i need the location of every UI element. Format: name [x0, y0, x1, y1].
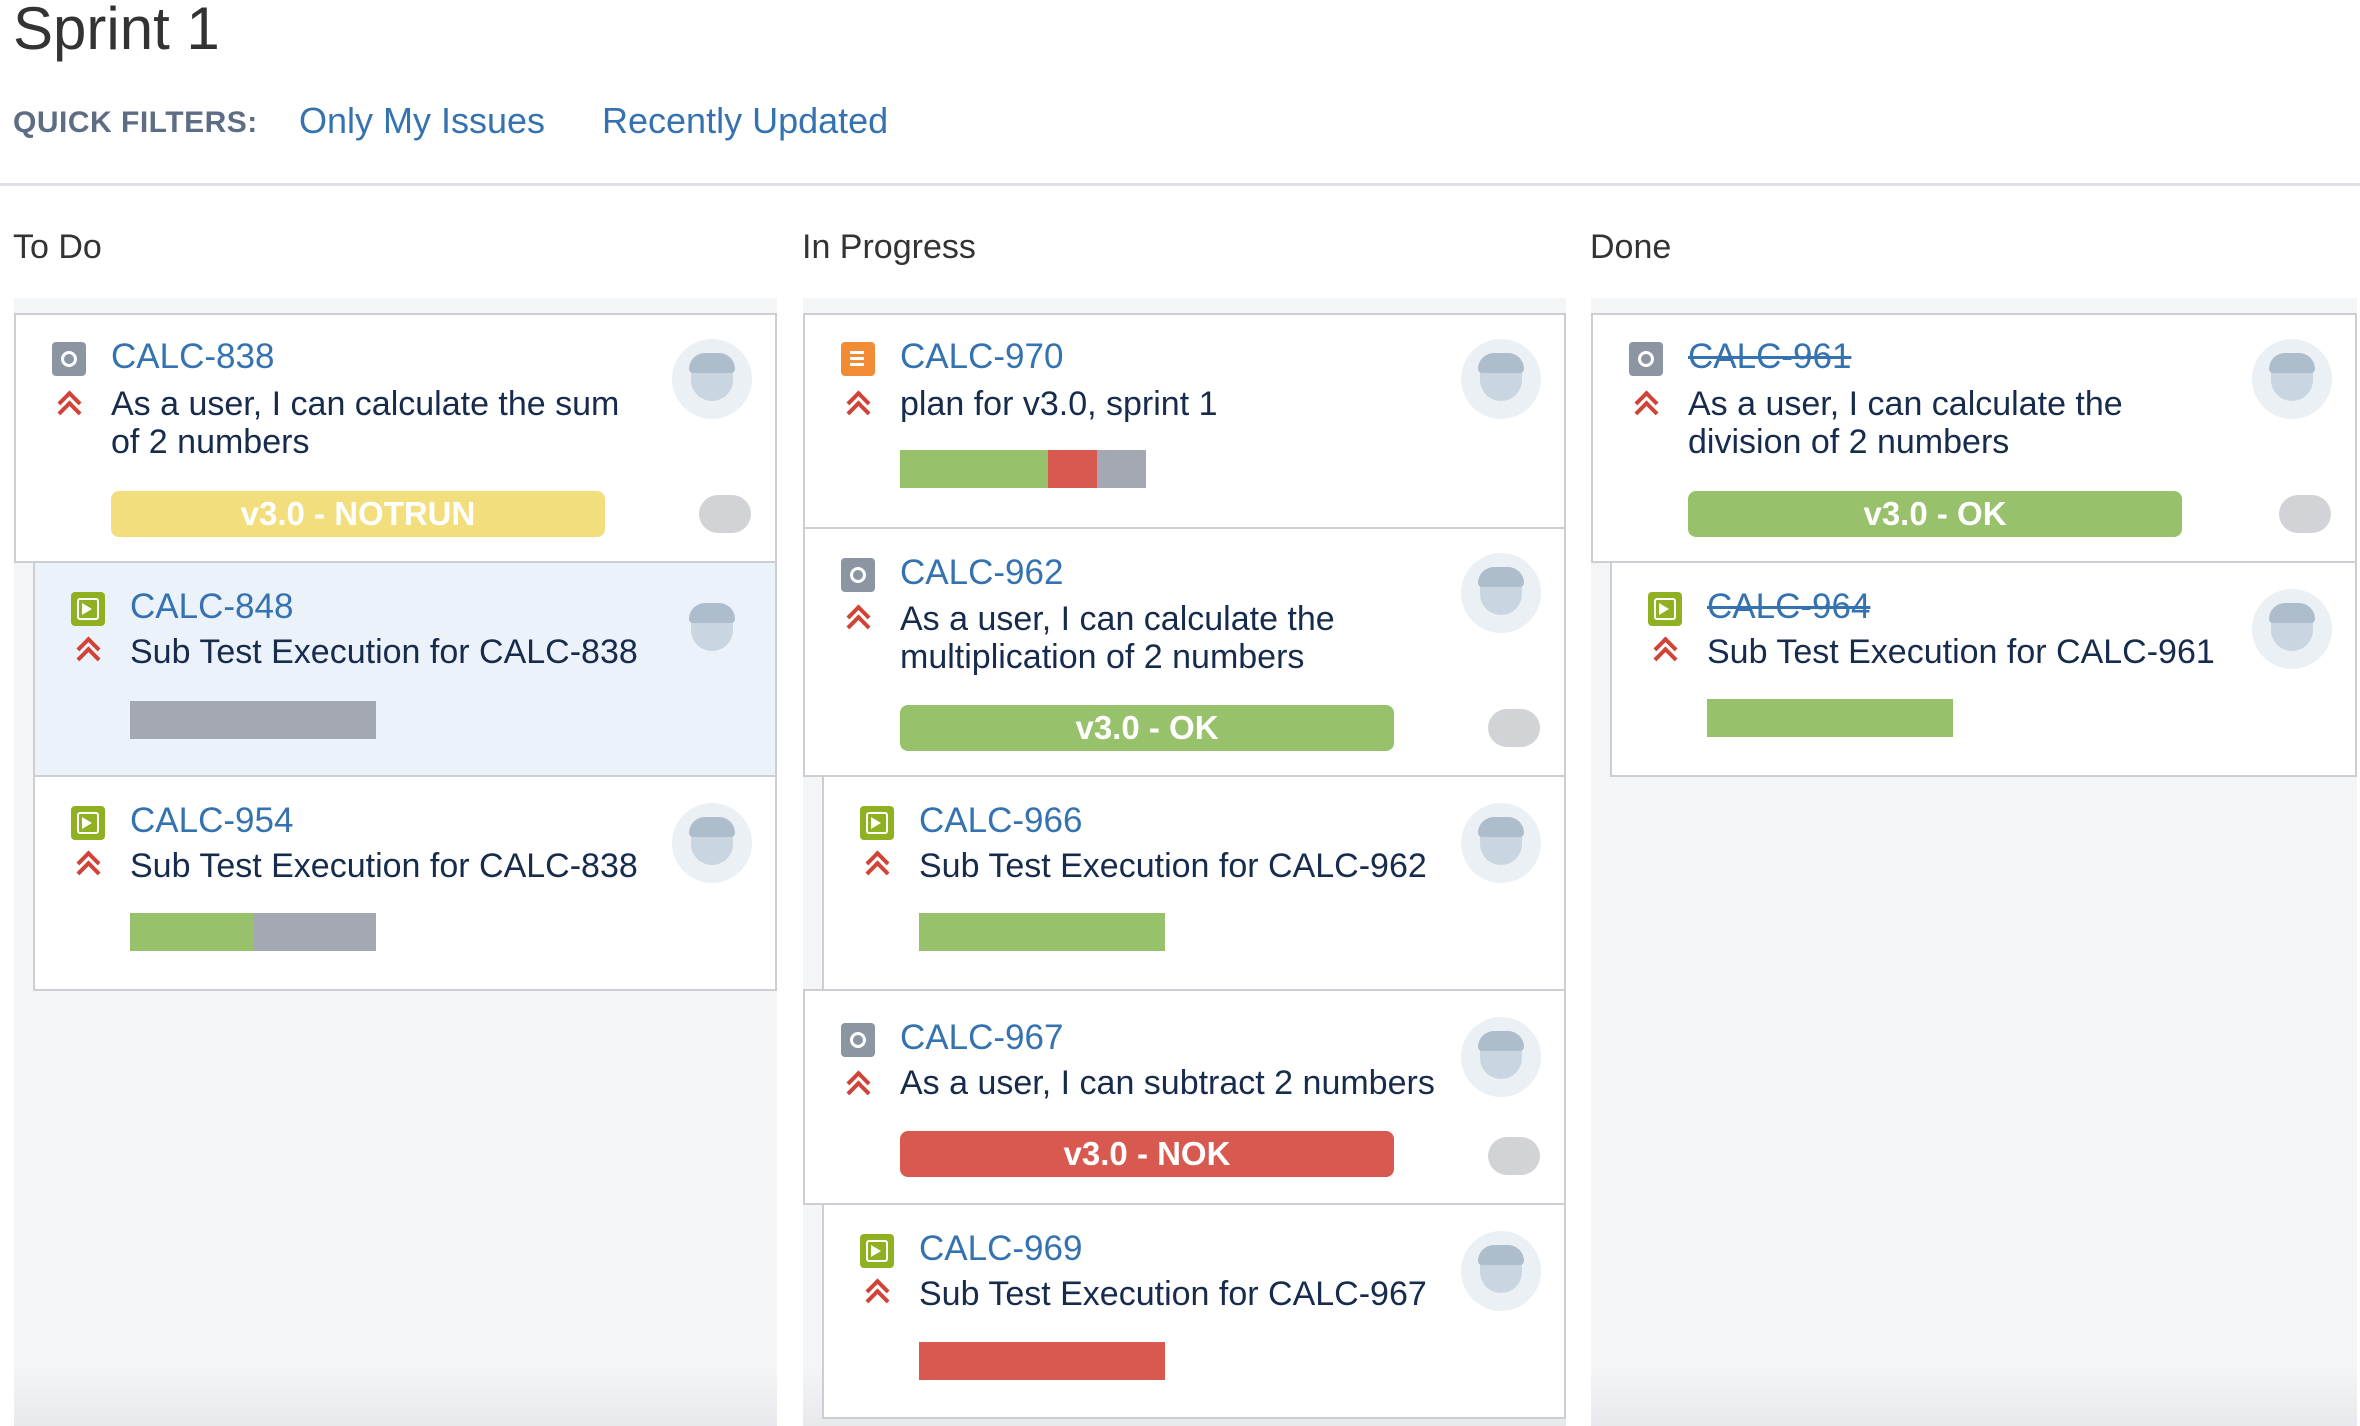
issue-card[interactable]: CALC-967 As a user, I can subtract 2 num… [803, 989, 1566, 1205]
column-title-done: Done [1590, 228, 1672, 266]
issue-summary: Sub Test Execution for CALC-838 [130, 633, 638, 671]
assignee-avatar[interactable] [1461, 553, 1541, 633]
expand-toggle[interactable] [1488, 1137, 1540, 1175]
issue-key-link[interactable]: CALC-964 [1707, 587, 1871, 626]
issue-card[interactable]: CALC-962 As a user, I can calculate the … [803, 527, 1566, 777]
assignee-avatar[interactable] [672, 589, 752, 669]
test-progress-bar [130, 701, 376, 739]
highest-priority-icon [72, 849, 102, 879]
assignee-avatar[interactable] [2252, 589, 2332, 669]
issue-card[interactable]: CALC-964 Sub Test Execution for CALC-961 [1610, 561, 2357, 777]
test-status-badge: v3.0 - NOK [900, 1131, 1394, 1177]
issue-key-link[interactable]: CALC-966 [919, 801, 1083, 840]
assignee-avatar[interactable] [1461, 1017, 1541, 1097]
progress-passed-segment [900, 450, 1048, 488]
progress-failed-segment [1047, 450, 1097, 488]
issue-card[interactable]: CALC-966 Sub Test Execution for CALC-962 [822, 775, 1566, 991]
highest-priority-icon [1649, 635, 1679, 665]
assignee-avatar[interactable] [2252, 339, 2332, 419]
issue-summary: As a user, I can subtract 2 numbers [900, 1064, 1435, 1102]
issue-summary: plan for v3.0, sprint 1 [900, 385, 1218, 423]
issue-key-link[interactable]: CALC-838 [111, 337, 275, 376]
test-execution-icon [1648, 592, 1682, 626]
issue-key-link[interactable]: CALC-970 [900, 337, 1064, 376]
highest-priority-icon [842, 603, 872, 633]
test-execution-icon [860, 806, 894, 840]
issue-summary: Sub Test Execution for CALC-961 [1707, 633, 2215, 671]
board-header: Sprint 1 QUICK FILTERS: Only My Issues R… [0, 0, 2360, 186]
test-execution-icon [860, 1234, 894, 1268]
progress-passed-segment [130, 913, 253, 951]
issue-key-link[interactable]: CALC-962 [900, 553, 1064, 592]
highest-priority-icon [72, 635, 102, 665]
issue-card[interactable]: CALC-848 Sub Test Execution for CALC-838 [33, 561, 777, 777]
test-icon [52, 342, 86, 376]
highest-priority-icon [842, 1069, 872, 1099]
issue-key-link[interactable]: CALC-969 [919, 1229, 1083, 1268]
test-status-badge: v3.0 - NOTRUN [111, 491, 605, 537]
expand-toggle[interactable] [2279, 495, 2331, 533]
issue-summary: Sub Test Execution for CALC-838 [130, 847, 638, 885]
highest-priority-icon [1630, 389, 1660, 419]
assignee-avatar[interactable] [672, 339, 752, 419]
test-progress-bar [130, 913, 376, 951]
progress-failed-segment [919, 1342, 1165, 1380]
expand-toggle[interactable] [1488, 709, 1540, 747]
issue-card[interactable]: CALC-838 As a user, I can calculate the … [14, 313, 777, 563]
issue-summary: As a user, I can calculate the multiplic… [900, 600, 1335, 676]
quick-filter-recently-updated[interactable]: Recently Updated [602, 100, 889, 141]
test-status-badge: v3.0 - OK [1688, 491, 2182, 537]
issue-card[interactable]: CALC-970 plan for v3.0, sprint 1 [803, 313, 1566, 529]
progress-todo-segment [1096, 450, 1146, 488]
test-icon [841, 1023, 875, 1057]
column-title-todo: To Do [13, 228, 102, 266]
highest-priority-icon [842, 389, 872, 419]
assignee-avatar[interactable] [1461, 339, 1541, 419]
test-progress-bar [919, 913, 1165, 951]
test-plan-icon [841, 342, 875, 376]
issue-card[interactable]: CALC-954 Sub Test Execution for CALC-838 [33, 775, 777, 991]
highest-priority-icon [861, 849, 891, 879]
quick-filter-only-my-issues[interactable]: Only My Issues [299, 100, 546, 141]
test-progress-bar [900, 450, 1146, 488]
test-progress-bar [1707, 699, 1953, 737]
issue-summary: As a user, I can calculate the sum of 2 … [111, 385, 620, 461]
issue-summary: Sub Test Execution for CALC-967 [919, 1275, 1427, 1313]
sprint-title: Sprint 1 [13, 0, 220, 62]
issue-key-link[interactable]: CALC-954 [130, 801, 294, 840]
quick-filters-label: QUICK FILTERS: [13, 106, 258, 139]
test-execution-icon [71, 592, 105, 626]
progress-passed-segment [1707, 699, 1953, 737]
test-status-badge: v3.0 - OK [900, 705, 1394, 751]
progress-todo-segment [253, 913, 376, 951]
progress-passed-segment [919, 913, 1165, 951]
assignee-avatar[interactable] [672, 803, 752, 883]
test-icon [841, 558, 875, 592]
issue-key-link[interactable]: CALC-967 [900, 1018, 1064, 1057]
issue-card[interactable]: CALC-969 Sub Test Execution for CALC-967 [822, 1203, 1566, 1419]
issue-summary: As a user, I can calculate the division … [1688, 385, 2123, 461]
highest-priority-icon [861, 1277, 891, 1307]
issue-card[interactable]: CALC-961 As a user, I can calculate the … [1591, 313, 2357, 563]
column-title-in-progress: In Progress [802, 228, 976, 266]
test-icon [1629, 342, 1663, 376]
assignee-avatar[interactable] [1461, 803, 1541, 883]
expand-toggle[interactable] [699, 495, 751, 533]
progress-todo-segment [130, 701, 376, 739]
test-execution-icon [71, 806, 105, 840]
issue-key-link[interactable]: CALC-848 [130, 587, 294, 626]
issue-summary: Sub Test Execution for CALC-962 [919, 847, 1427, 885]
highest-priority-icon [53, 389, 83, 419]
assignee-avatar[interactable] [1461, 1231, 1541, 1311]
test-progress-bar [919, 1342, 1165, 1380]
issue-key-link[interactable]: CALC-961 [1688, 337, 1852, 376]
